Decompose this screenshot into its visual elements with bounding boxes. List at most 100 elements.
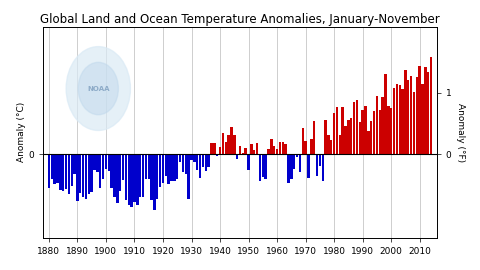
Bar xyxy=(150,154,153,200)
Bar xyxy=(401,89,404,154)
Bar xyxy=(233,134,236,154)
Bar xyxy=(359,122,361,154)
Bar xyxy=(324,120,327,154)
Bar xyxy=(404,70,407,154)
Bar xyxy=(296,154,298,157)
Bar xyxy=(193,154,195,162)
Bar xyxy=(213,143,216,154)
Bar xyxy=(276,149,278,154)
Bar xyxy=(88,154,90,194)
Bar xyxy=(287,154,290,183)
Bar xyxy=(125,154,127,200)
Bar xyxy=(73,154,76,174)
Bar xyxy=(407,80,409,154)
Bar xyxy=(244,148,247,154)
Bar xyxy=(293,154,295,169)
Bar xyxy=(379,110,381,154)
Bar xyxy=(202,154,204,167)
Bar xyxy=(131,154,133,207)
Bar xyxy=(116,154,119,203)
Bar xyxy=(304,141,307,154)
Bar xyxy=(382,97,384,154)
Bar xyxy=(370,121,372,154)
Bar xyxy=(316,154,318,176)
Bar xyxy=(147,154,150,179)
Bar xyxy=(65,154,67,189)
Bar xyxy=(230,127,233,154)
Bar xyxy=(182,154,184,172)
Bar xyxy=(396,83,398,154)
Bar xyxy=(128,154,130,205)
Bar xyxy=(285,144,287,154)
Bar xyxy=(301,128,304,154)
Bar xyxy=(424,67,427,154)
Bar xyxy=(142,154,144,197)
Bar xyxy=(48,154,50,188)
Bar xyxy=(136,154,139,205)
Bar xyxy=(247,154,250,170)
Bar xyxy=(188,154,190,199)
Bar xyxy=(190,154,193,160)
Bar xyxy=(176,154,179,179)
Bar xyxy=(313,121,315,154)
Bar xyxy=(430,57,432,154)
Bar xyxy=(264,154,267,179)
Bar xyxy=(102,154,104,179)
Text: NOAA: NOAA xyxy=(87,86,109,92)
Bar xyxy=(262,154,264,177)
Bar xyxy=(82,154,84,197)
Bar xyxy=(204,154,207,171)
Bar xyxy=(165,154,167,176)
Bar xyxy=(108,154,110,171)
Bar xyxy=(259,154,261,181)
Bar xyxy=(210,143,213,154)
Y-axis label: Anomaly (°F): Anomaly (°F) xyxy=(456,103,465,162)
Bar xyxy=(76,154,79,201)
Bar xyxy=(353,102,355,154)
Bar xyxy=(219,147,221,154)
Bar xyxy=(185,154,187,174)
Bar xyxy=(310,139,312,154)
Bar xyxy=(56,154,59,183)
Bar xyxy=(170,154,173,181)
Bar xyxy=(299,154,301,172)
Bar xyxy=(344,126,347,154)
Bar xyxy=(279,142,281,154)
Bar xyxy=(336,107,338,154)
Y-axis label: Anomaly (°C): Anomaly (°C) xyxy=(17,102,25,163)
Bar xyxy=(99,154,101,188)
Bar xyxy=(413,92,415,154)
Bar xyxy=(50,154,53,179)
Bar xyxy=(110,154,113,188)
Bar xyxy=(364,106,367,154)
Bar xyxy=(327,134,330,154)
Bar xyxy=(68,154,70,194)
Bar xyxy=(62,154,64,191)
Bar xyxy=(290,154,292,179)
Bar xyxy=(196,154,198,170)
Bar xyxy=(341,107,344,154)
Bar xyxy=(144,154,147,179)
Bar xyxy=(239,146,241,154)
Bar xyxy=(427,72,430,154)
Bar xyxy=(390,108,392,154)
Bar xyxy=(159,154,161,187)
Bar xyxy=(421,83,424,154)
Bar xyxy=(156,154,158,199)
Bar xyxy=(319,154,321,166)
Bar xyxy=(361,110,364,154)
Bar xyxy=(282,142,284,154)
Bar xyxy=(133,154,136,202)
Circle shape xyxy=(78,62,119,115)
Bar xyxy=(53,154,56,184)
Bar xyxy=(367,131,370,154)
Bar xyxy=(410,76,412,154)
Bar xyxy=(387,106,390,154)
Bar xyxy=(307,154,310,178)
Bar xyxy=(228,134,230,154)
Bar xyxy=(322,154,324,181)
Bar xyxy=(96,154,98,172)
Bar xyxy=(384,73,387,154)
Bar xyxy=(267,149,270,154)
Bar xyxy=(85,154,87,199)
